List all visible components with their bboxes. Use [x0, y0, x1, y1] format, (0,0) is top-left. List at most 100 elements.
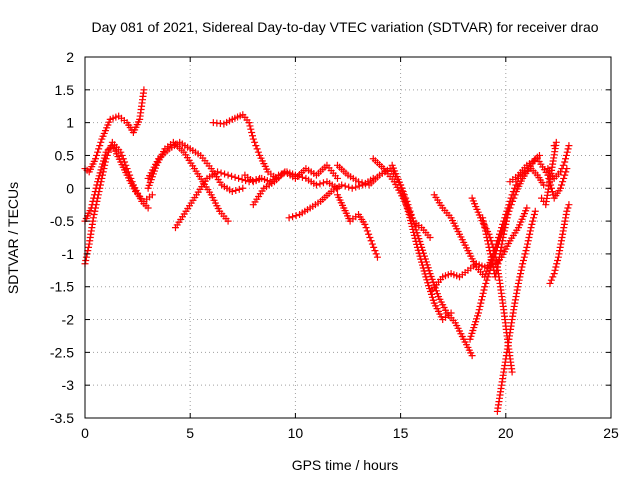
data-point [235, 174, 243, 182]
data-point [511, 296, 519, 304]
data-point [414, 246, 422, 254]
data-point [404, 208, 412, 216]
data-point [548, 188, 556, 196]
data-point [511, 191, 519, 199]
data-point [415, 249, 423, 257]
data-point [496, 250, 504, 258]
y-tick-label: -2.5 [50, 344, 74, 360]
y-tick-label: 2 [66, 49, 74, 65]
y-tick-label: -1.5 [50, 279, 74, 295]
data-point [488, 256, 496, 264]
series-track-20 [479, 211, 512, 281]
data-point [95, 145, 103, 153]
data-point [402, 202, 410, 210]
data-point [523, 204, 531, 212]
data-point [102, 155, 110, 163]
data-point [526, 227, 534, 235]
data-point [251, 138, 259, 146]
data-point [402, 199, 410, 207]
series-track-9 [249, 161, 341, 209]
data-point [91, 207, 99, 215]
data-point [238, 176, 246, 184]
data-point [559, 227, 567, 235]
data-point [411, 234, 419, 242]
data-point [97, 138, 105, 146]
data-point [513, 289, 521, 297]
data-point [224, 171, 232, 179]
data-point [508, 368, 516, 376]
data-point [352, 183, 360, 191]
y-tick-label: 0.5 [55, 147, 75, 163]
data-point [94, 194, 102, 202]
data-point [341, 182, 349, 190]
data-point [93, 197, 101, 205]
data-point [252, 142, 260, 150]
y-tick-label: -0.5 [50, 213, 74, 229]
data-point [477, 299, 485, 307]
y-tick-label: 1.5 [55, 82, 75, 98]
data-point [517, 266, 525, 274]
data-point [121, 158, 129, 166]
data-point [144, 204, 152, 212]
series-track-8 [241, 168, 341, 192]
data-point [417, 255, 425, 263]
data-point [558, 165, 566, 173]
data-point [494, 260, 502, 268]
data-point [513, 286, 521, 294]
data-point [96, 142, 104, 150]
data-point [126, 171, 134, 179]
data-point [345, 183, 353, 191]
data-point [82, 256, 90, 264]
data-point [97, 178, 105, 186]
data-point [524, 237, 532, 245]
data-point [561, 171, 569, 179]
data-point [550, 270, 558, 278]
series-track-23 [546, 201, 573, 287]
data-point [99, 168, 107, 176]
data-point [503, 214, 511, 222]
data-point [493, 263, 501, 271]
data-point [479, 214, 487, 222]
data-point [292, 212, 300, 220]
data-point [96, 184, 104, 192]
data-point [515, 276, 523, 284]
data-point [554, 253, 562, 261]
data-point [482, 230, 490, 238]
data-point [484, 237, 492, 245]
data-point [148, 191, 156, 199]
data-point [117, 148, 125, 156]
data-point [370, 243, 378, 251]
data-point [551, 266, 559, 274]
data-point [516, 273, 524, 281]
data-point [361, 220, 369, 228]
data-point [101, 158, 109, 166]
data-point [519, 256, 527, 264]
series-track-16 [430, 165, 548, 281]
data-point [479, 289, 487, 297]
data-point [540, 181, 548, 189]
data-point [560, 224, 568, 232]
data-point [561, 158, 569, 166]
series-track-3 [81, 138, 152, 268]
data-point [557, 237, 565, 245]
data-point [420, 267, 428, 275]
data-point [373, 253, 381, 261]
data-point [119, 155, 127, 163]
data-point [559, 178, 567, 186]
data-point [509, 197, 517, 205]
data-point [510, 302, 518, 310]
data-point [481, 227, 489, 235]
data-point [557, 168, 565, 176]
data-point [89, 214, 97, 222]
data-point [94, 191, 102, 199]
data-point [95, 188, 103, 196]
data-point [512, 293, 520, 301]
y-axis-label: SDTVAR / TECUs [5, 182, 21, 294]
data-point [400, 193, 408, 201]
data-point [128, 178, 136, 186]
data-point [525, 234, 533, 241]
data-point [123, 165, 131, 173]
data-point [557, 240, 565, 248]
data-point [412, 237, 420, 245]
data-point [413, 243, 421, 251]
